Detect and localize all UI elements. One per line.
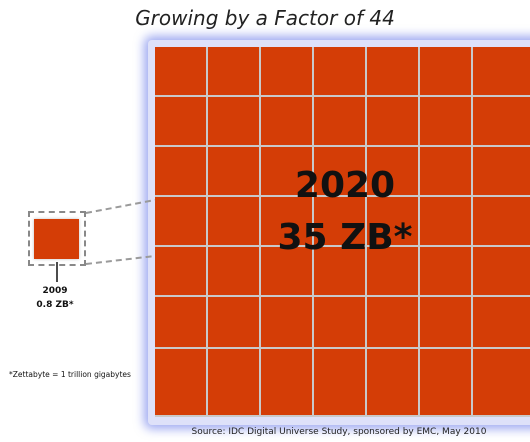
grid-cell	[208, 197, 259, 245]
grid-cell	[155, 247, 206, 295]
grid-cell	[314, 247, 365, 295]
grid-cell	[473, 147, 530, 195]
grid-cell	[367, 197, 418, 245]
grid-cell	[473, 97, 530, 145]
grid-cell	[155, 147, 206, 195]
small-block	[34, 219, 79, 259]
grid-cell	[367, 247, 418, 295]
small-block-label: 2009 0.8 ZB*	[20, 284, 90, 312]
grid-cell	[155, 47, 206, 95]
source-caption: Source: IDC Digital Universe Study, spon…	[191, 427, 487, 437]
grid-cell	[208, 349, 259, 415]
grid-cell	[420, 47, 471, 95]
grid-cell	[367, 47, 418, 95]
footnote: *Zettabyte = 1 trillion gigabytes	[9, 370, 131, 379]
grid-cell	[420, 349, 471, 415]
big-block-size: 35 ZB*	[277, 217, 413, 258]
grid-cell	[314, 97, 365, 145]
grid-cell	[155, 349, 206, 415]
grid-cell	[367, 97, 418, 145]
grid-cell	[208, 147, 259, 195]
big-block-year: 2020	[294, 165, 396, 206]
grid-cell	[261, 297, 312, 347]
grid-cell	[208, 247, 259, 295]
grid-cell	[473, 349, 530, 415]
grid-cell	[367, 349, 418, 415]
grid-cell	[473, 247, 530, 295]
grid-cell	[155, 97, 206, 145]
grid-cell	[155, 197, 206, 245]
connector-top-line	[85, 199, 156, 214]
connector-bottom-line	[85, 255, 156, 265]
big-block-grid	[155, 47, 530, 417]
grid-cell	[208, 47, 259, 95]
grid-cell	[314, 197, 365, 245]
grid-cell	[367, 297, 418, 347]
grid-cell	[261, 197, 312, 245]
grid-cell	[261, 147, 312, 195]
grid-cell	[261, 349, 312, 415]
grid-cell	[473, 47, 530, 95]
grid-cell	[473, 297, 530, 347]
grid-cell	[208, 297, 259, 347]
diagram-title: Growing by a Factor of 44	[135, 6, 395, 30]
grid-cell	[420, 147, 471, 195]
grid-cell	[473, 197, 530, 245]
grid-cell	[420, 247, 471, 295]
grid-cell	[261, 247, 312, 295]
grid-cell	[261, 97, 312, 145]
grid-cell	[208, 97, 259, 145]
small-block-frame	[28, 211, 86, 266]
grid-cell	[420, 97, 471, 145]
grid-cell	[420, 297, 471, 347]
small-block-size: 0.8 ZB*	[36, 300, 74, 310]
grid-cell	[314, 147, 365, 195]
grid-cell	[314, 349, 365, 415]
grid-cell	[261, 47, 312, 95]
big-block-label: 2020 35 ZB*	[265, 160, 425, 264]
grid-cell	[314, 297, 365, 347]
grid-cell	[420, 197, 471, 245]
small-block-year: 2009	[42, 286, 68, 296]
grid-cell	[314, 47, 365, 95]
grid-cell	[155, 297, 206, 347]
grid-cell	[367, 147, 418, 195]
